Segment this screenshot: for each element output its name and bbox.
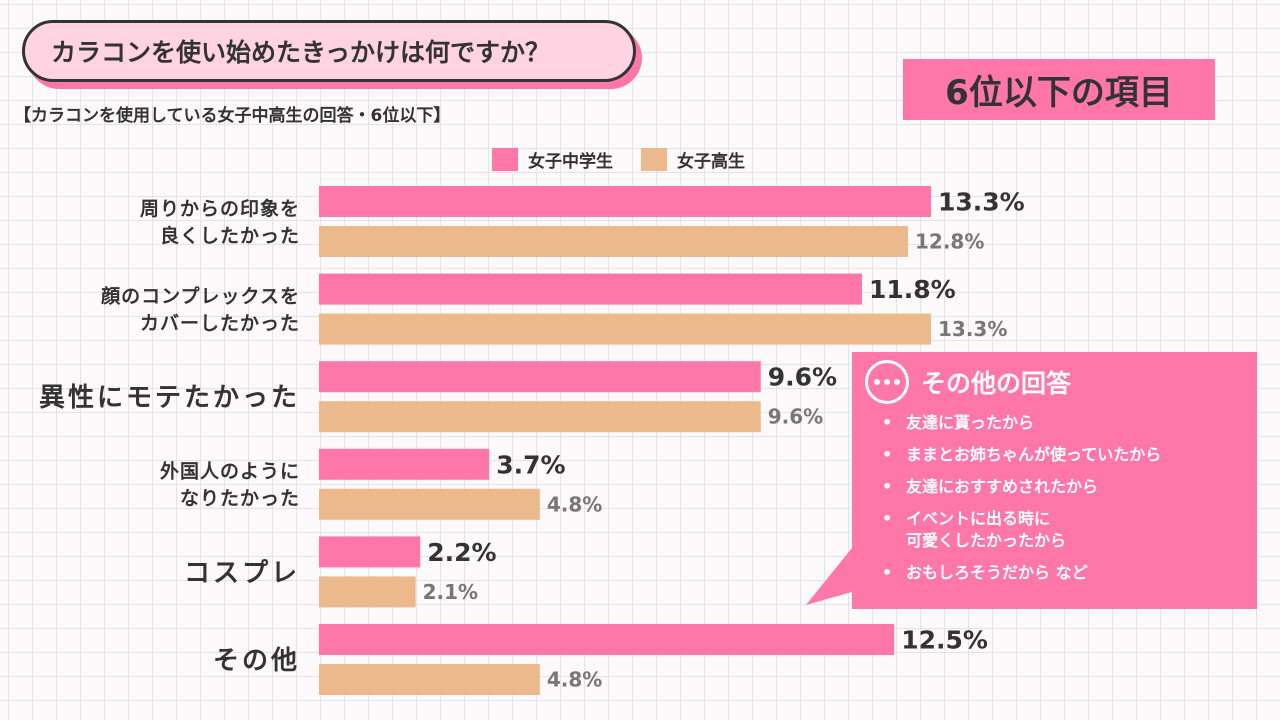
other-answer-item: ままとお姉ちゃんが使っていたから bbox=[882, 444, 1161, 466]
other-answer-item: イベントに出る時に 可愛くしたかったから bbox=[882, 508, 1161, 552]
category-label: 良くしたかった bbox=[160, 224, 300, 247]
question-text: カラコンを使い始めたきっかけは何ですか？ bbox=[51, 38, 551, 67]
question-badge: カラコンを使い始めたきっかけは何ですか？ bbox=[22, 20, 636, 82]
legend-swatch-pink bbox=[492, 148, 518, 171]
bar-junior-high bbox=[319, 624, 895, 655]
other-answer-item: おもしろそうだから など bbox=[882, 562, 1161, 584]
category-label: 顔のコンプレックスを bbox=[100, 284, 300, 307]
category-label: なりたかった bbox=[180, 488, 300, 510]
other-answer-item: 友達に貰ったから bbox=[882, 412, 1161, 434]
rank-badge: 6位以下の項目 bbox=[903, 59, 1215, 120]
data-label: 9.6% bbox=[768, 405, 823, 429]
bar-junior-high bbox=[319, 361, 761, 393]
legend-label: 女子高生 bbox=[677, 152, 745, 172]
bar-high-school bbox=[319, 313, 931, 345]
rank-badge-text: 6位以下の項目 bbox=[945, 73, 1173, 113]
bar-high-school bbox=[319, 401, 761, 433]
category-label: 周りからの印象を bbox=[140, 197, 300, 220]
bar-junior-high bbox=[319, 448, 490, 480]
bar-high-school bbox=[319, 226, 908, 257]
other-answers-header: その他の回答 bbox=[865, 360, 1071, 404]
other-answers-bubble: その他の回答 友達に貰ったから ままとお姉ちゃんが使っていたから 友達におすすめ… bbox=[852, 352, 1257, 609]
data-label: 4.8% bbox=[547, 668, 602, 692]
bar-high-school bbox=[319, 664, 540, 695]
legend-item-high-school: 女子高生 bbox=[641, 147, 745, 172]
chart-subtitle: 【カラコンを使用している女子中高生の回答・6位以下】 bbox=[14, 106, 451, 126]
data-label: 2.1% bbox=[423, 580, 478, 604]
data-label: 11.8% bbox=[869, 275, 956, 304]
bar-high-school bbox=[319, 488, 540, 520]
bar-junior-high bbox=[319, 186, 931, 217]
other-answers-list: 友達に貰ったから ままとお姉ちゃんが使っていたから 友達におすすめされたから イ… bbox=[882, 412, 1161, 594]
legend-label: 女子中学生 bbox=[528, 152, 613, 172]
data-label: 4.8% bbox=[547, 492, 602, 516]
category-label: 異性にモテたかった bbox=[39, 383, 300, 413]
other-answers-title: その他の回答 bbox=[921, 369, 1072, 398]
chart-legend: 女子中学生 女子高生 bbox=[492, 147, 773, 172]
category-label: その他 bbox=[213, 646, 300, 676]
category-label: コスプレ bbox=[184, 558, 300, 588]
legend-item-junior-high: 女子中学生 bbox=[492, 147, 613, 172]
data-label: 2.2% bbox=[427, 538, 496, 567]
other-answer-item: 友達におすすめされたから bbox=[882, 476, 1161, 498]
category-label: 外国人のように bbox=[160, 460, 300, 483]
category-label: カバーしたかった bbox=[140, 312, 300, 334]
data-label: 13.3% bbox=[938, 188, 1025, 217]
bar-junior-high bbox=[319, 273, 862, 305]
data-label: 9.6% bbox=[768, 363, 837, 392]
bar-high-school bbox=[319, 576, 416, 608]
ellipsis-icon bbox=[865, 360, 909, 404]
data-label: 12.8% bbox=[915, 230, 984, 254]
legend-swatch-beige bbox=[641, 148, 667, 171]
data-label: 13.3% bbox=[938, 317, 1007, 341]
data-label: 12.5% bbox=[901, 626, 988, 655]
data-label: 3.7% bbox=[496, 450, 565, 479]
bar-junior-high bbox=[319, 536, 421, 568]
